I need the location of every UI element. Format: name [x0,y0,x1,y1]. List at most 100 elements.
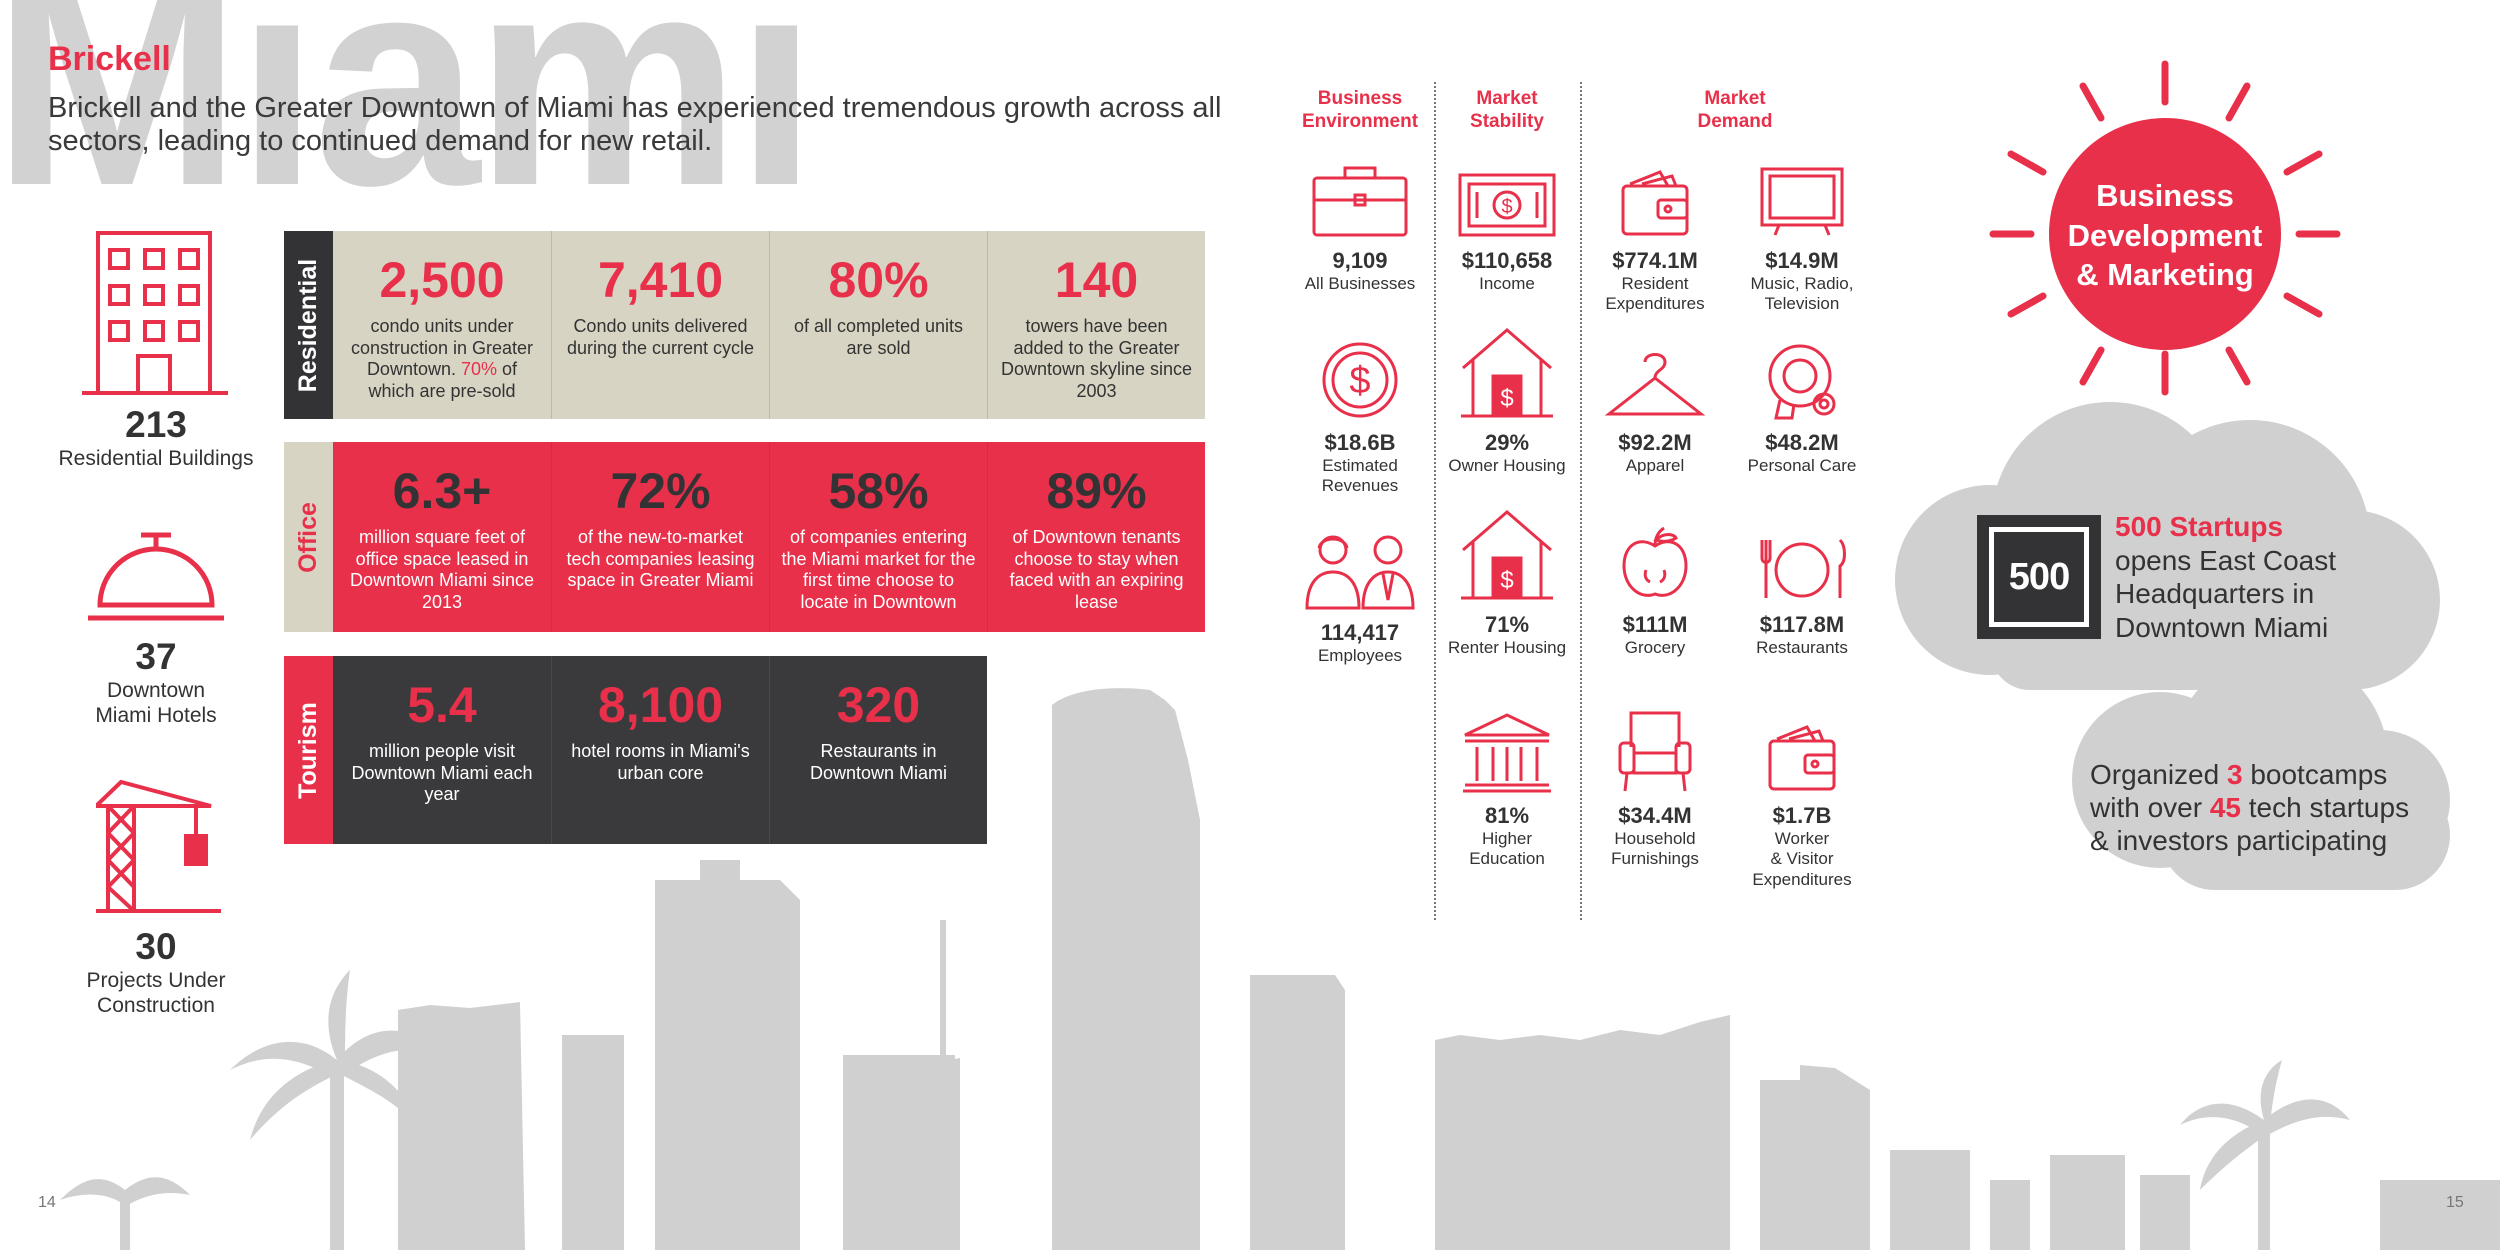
television-icon [1760,167,1844,236]
worker-visitor-item: $1.7B Worker & Visitor Expenditures [1722,703,1882,890]
svg-text:$: $ [1500,385,1513,412]
page-number-left: 14 [38,1194,56,1211]
hotels-stat: 37 Downtown Miami Hotels [16,636,296,728]
banknote-icon: $ [1458,173,1556,237]
stat-value: 5.4 [407,677,477,733]
stat-value: 58% [828,463,929,519]
stat-value: 80% [828,252,929,308]
intro-text: Brickell and the Greater Downtown of Mia… [48,92,1222,158]
stat-cell: 6.3+ million square feet of office space… [333,442,551,632]
briefcase-icon [1312,166,1408,237]
startups-text: 500 Startups opens East Coast Headquarte… [2115,511,2337,643]
higher-education-item: 81% Higher Education [1427,703,1587,870]
stat-cell: 320 Restaurants in Downtown Miami [769,656,987,844]
house-dollar-icon: $ [1461,328,1553,418]
band-label: Residential [284,231,333,419]
stat-cell: 8,100 hotel rooms in Miami's urban core [551,656,769,844]
wallet-icon [1621,170,1689,236]
resident-expenditures-item: $774.1M Resident Expenditures [1575,148,1735,315]
income-item: $ $110,658 Income [1427,148,1587,294]
page-title: Brickell [48,40,171,78]
renter-housing-item: $ 71% Renter Housing [1427,510,1587,658]
stat-value: 140 [1054,252,1139,308]
stat-value: 89% [1046,463,1147,519]
residential-buildings-stat: 213 Residential Buildings [16,404,296,471]
stat-value: 37 [135,636,177,677]
stat-value: 8,100 [597,677,724,733]
building-icon [82,231,228,395]
plate-fork-knife-icon [1760,538,1846,598]
svg-text:$: $ [1501,196,1512,218]
stat-value: 30 [135,926,177,967]
logo-text: 500 [2008,555,2070,598]
stat-description: of all completed units are sold [793,316,964,358]
startups-logo: 500 [1977,515,2101,639]
stat-value: 320 [836,677,921,733]
crane-icon [96,779,221,913]
house-dollar-icon: $ [1461,510,1553,600]
residential-band: Residential 2,500 condo units under cons… [284,231,1205,419]
column-divider [1434,82,1436,920]
stat-label: Construction [97,994,215,1018]
stat-cell: 5.4 million people visit Downtown Miami … [333,656,551,844]
band-label: Office [284,442,333,632]
stat-label: Downtown [106,679,206,702]
dollar-coin-icon: $ [1322,342,1398,418]
stat-description: Condo units delivered during the current… [566,316,755,358]
stat-description: towers have been added to the Greater Do… [1000,316,1193,401]
armchair-icon [1618,711,1692,792]
owner-housing-item: $ 29% Owner Housing [1427,328,1587,476]
tourism-band: Tourism 5.4 million people visit Downtow… [284,656,987,844]
stat-cell: 7,410 Condo units delivered during the c… [551,231,769,419]
stat-cell: 80% of all completed units are sold [769,231,987,419]
office-band: Office 6.3+ million square feet of offic… [284,442,1205,632]
stat-cell: 72% of the new-to-market tech companies … [551,442,769,632]
estimated-revenues-item: $ $18.6B Estimated Revenues [1280,330,1440,497]
stat-value: 213 [125,404,187,445]
people-icon [1304,535,1415,610]
stat-label: Residential Buildings [58,447,254,470]
projects-stat: 30 Projects Under Construction [16,926,296,1018]
bootcamps-text: Organized 3 bootcamps with over 45 tech … [2090,759,2410,857]
apple-icon [1622,526,1688,597]
svg-text:$: $ [1349,360,1370,402]
stat-value: 6.3+ [392,463,492,519]
stat-description: million square feet of office space leas… [349,527,535,612]
restaurants-item: $117.8M Restaurants [1722,512,1882,658]
band-label: Tourism [284,656,333,844]
stat-description: hotel rooms in Miami's urban core [571,741,750,783]
watermark-word: Miami [0,0,818,248]
hotel-bell-icon [88,532,224,621]
business-environment-heading: Business Environment [1301,88,1419,132]
wallet-icon [1768,725,1836,791]
market-demand-heading: Market Demand [1697,88,1773,132]
grocery-item: $111M Grocery [1575,512,1735,658]
stat-cell: 89% of Downtown tenants choose to stay w… [987,442,1205,632]
stat-description: million people visit Downtown Miami each… [351,741,533,805]
hanger-icon [1605,353,1705,416]
household-furnishings-item: $34.4M Household Furnishings [1575,703,1735,870]
stat-label: Miami Hotels [95,704,217,728]
stat-cell: 58% of companies entering the Miami mark… [769,442,987,632]
stat-description: Restaurants in Downtown Miami [809,741,948,783]
personal-care-item: $48.2M Personal Care [1722,330,1882,476]
music-radio-tv-item: $14.9M Music, Radio, Television [1722,148,1882,315]
stat-value: 7,410 [597,252,724,308]
hair-dryer-icon [1768,344,1836,420]
sun-icon [1989,60,2341,396]
market-stability-heading: Market Stability [1470,88,1544,132]
column-divider [1580,82,1582,920]
all-businesses-item: 9,109 All Businesses [1280,148,1440,294]
stat-cell: 140 towers have been added to the Greate… [987,231,1205,419]
stat-label: Projects Under [86,969,226,992]
stat-description: of companies entering the Miami market f… [781,527,976,612]
page-number-right: 15 [2446,1194,2464,1211]
apparel-item: $92.2M Apparel [1575,330,1735,476]
stat-description: of Downtown tenants choose to stay when … [1009,527,1184,612]
stat-cell: 2,500 condo units under construction in … [333,231,551,419]
highlight-value: 70% [461,359,498,380]
stat-value: 2,500 [379,252,505,308]
svg-text:$: $ [1500,567,1513,594]
university-icon [1463,713,1551,793]
